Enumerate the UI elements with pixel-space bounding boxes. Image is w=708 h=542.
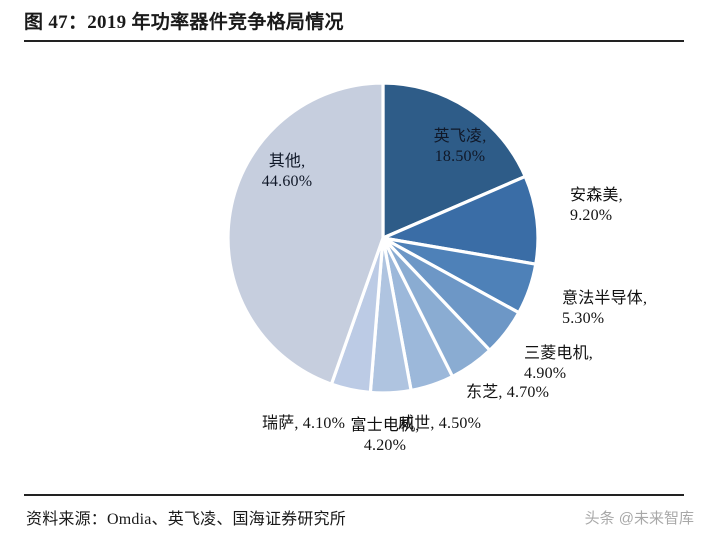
pie-label-fuji: 富士电机, 4.20% bbox=[350, 417, 420, 454]
figure-header: 图 47：2019 年功率器件竞争格局情况 bbox=[24, 10, 688, 42]
page-title: 图 47：2019 年功率器件竞争格局情况 bbox=[24, 12, 344, 33]
pie-label-onsemi: 安森美, 9.20% bbox=[570, 187, 623, 224]
pie-label-others: 其他, 44.60% bbox=[261, 153, 313, 190]
source-note: 资料来源：Omdia、英飞凌、国海证券研究所 bbox=[26, 511, 346, 528]
pie-label-vishay: 威世, 4.50% bbox=[398, 415, 482, 432]
pie-slice: 安森美 9.2% bbox=[381, 174, 540, 266]
pie-chart-svg: 英飞凌 18.5%安森美 9.2%意法半导体 5.3%三菱电机 4.9%东芝 4… bbox=[226, 81, 540, 395]
watermark-label: 头条 @未来智库 bbox=[584, 510, 694, 527]
pie-slice: 英飞凌 18.5% bbox=[381, 81, 527, 240]
source-divider bbox=[24, 494, 684, 496]
pie-label-st: 意法半导体, 5.30% bbox=[562, 290, 648, 327]
pie-label-infineon: 英飞凌, 18.50% bbox=[433, 128, 487, 165]
pie-slice-group: 英飞凌 18.5%安森美 9.2%意法半导体 5.3%三菱电机 4.9%东芝 4… bbox=[226, 81, 540, 395]
pie-chart: 英飞凌 18.5%安森美 9.2%意法半导体 5.3%三菱电机 4.9%东芝 4… bbox=[0, 44, 708, 492]
pie-label-toshiba: 东芝, 4.70% bbox=[466, 384, 550, 401]
title-divider bbox=[24, 40, 684, 42]
pie-slice: 其他 44.6% bbox=[226, 81, 385, 386]
pie-label-mitsubishi: 三菱电机, 4.90% bbox=[524, 345, 594, 382]
pie-label-renesas: 瑞萨, 4.10% bbox=[262, 415, 346, 432]
